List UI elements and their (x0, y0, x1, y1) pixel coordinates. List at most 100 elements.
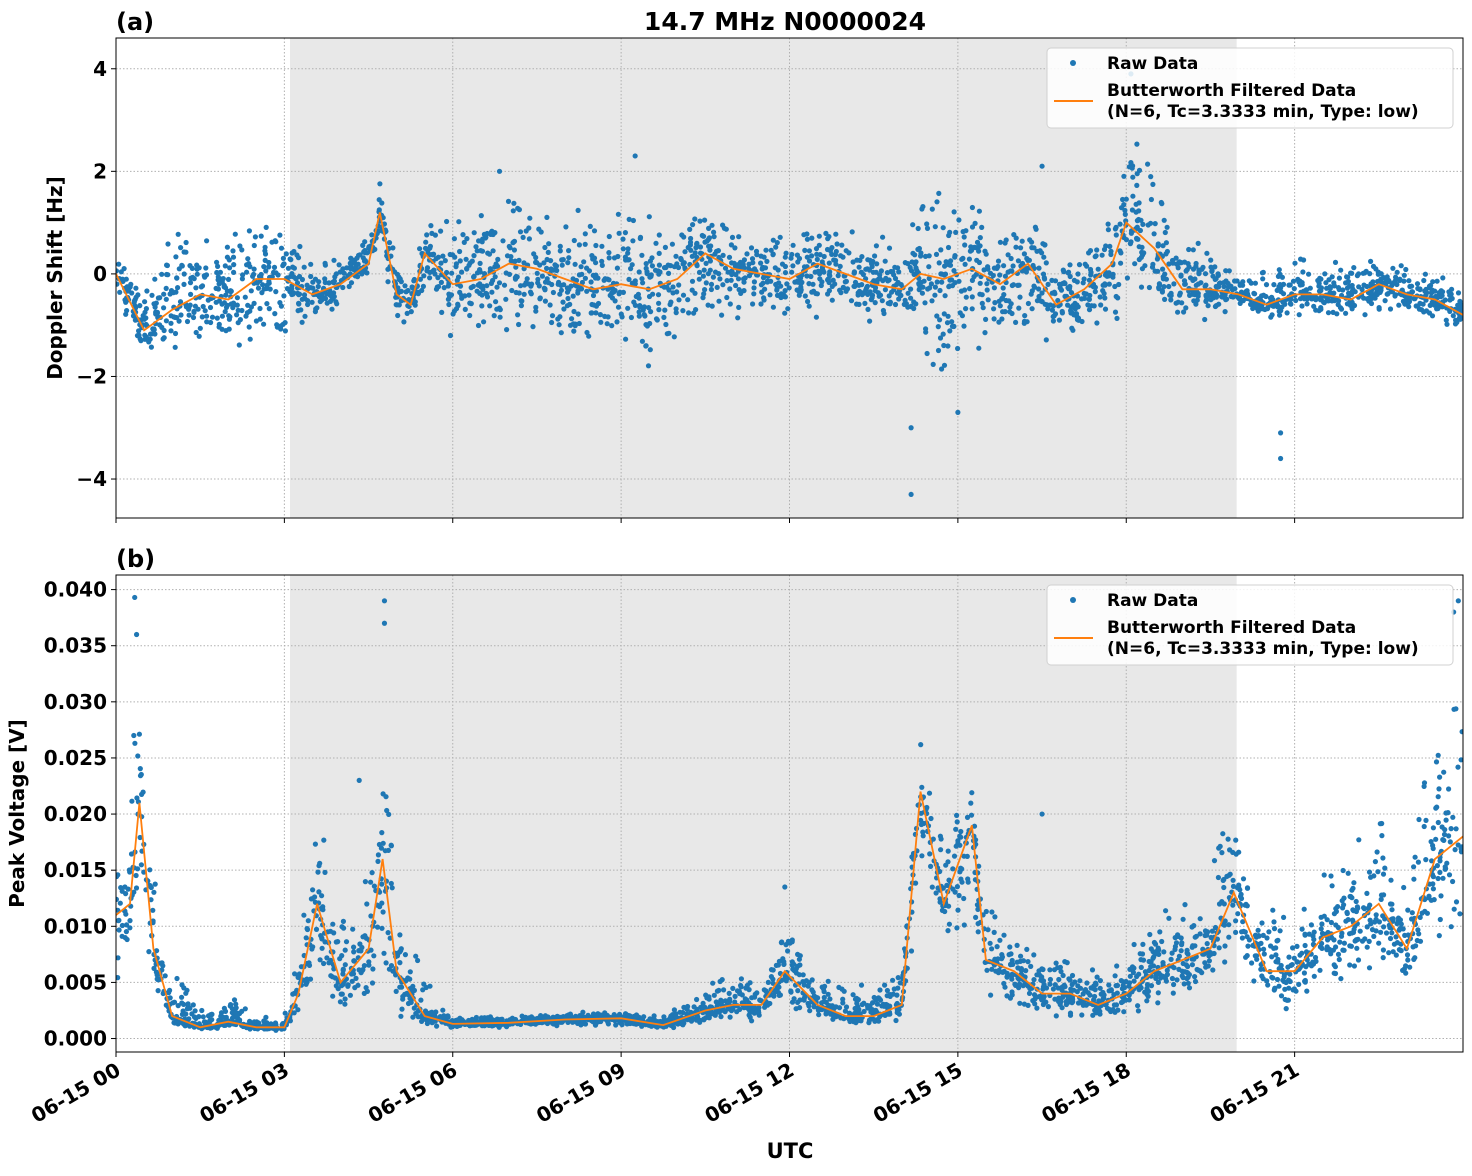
raw-point (368, 880, 373, 885)
raw-point (161, 305, 166, 310)
raw-point (1094, 247, 1099, 252)
raw-point (874, 243, 879, 248)
raw-point (1351, 265, 1356, 270)
raw-point (308, 262, 313, 267)
raw-point (413, 1011, 418, 1016)
raw-point (379, 200, 384, 205)
raw-point (629, 315, 634, 320)
raw-point (713, 270, 718, 275)
raw-point (142, 333, 147, 338)
legend-filtered-params: (N=6, Tc=3.3333 min, Type: low) (1107, 102, 1419, 122)
raw-point (745, 983, 750, 988)
raw-point (909, 948, 914, 953)
raw-point (545, 276, 550, 281)
raw-point (1192, 974, 1197, 979)
raw-point (783, 288, 788, 293)
raw-point (301, 913, 306, 918)
raw-point (294, 276, 299, 281)
raw-point (515, 274, 520, 279)
raw-point (278, 326, 283, 331)
raw-point (950, 887, 955, 892)
raw-point (173, 331, 178, 336)
raw-point (1051, 318, 1056, 323)
raw-point (1059, 288, 1064, 293)
y-axis-label: Doppler Shift [Hz] (43, 176, 67, 380)
raw-point (988, 941, 993, 946)
raw-point (935, 279, 940, 284)
raw-point (934, 252, 939, 257)
raw-point (1043, 302, 1048, 307)
raw-point (579, 272, 584, 277)
raw-point (556, 282, 561, 287)
raw-point (598, 312, 603, 317)
raw-point (1302, 296, 1307, 301)
raw-point (780, 956, 785, 961)
raw-point (782, 311, 787, 316)
raw-point (824, 1010, 829, 1015)
y-tick-label: −4 (76, 467, 107, 491)
raw-point (508, 254, 513, 259)
raw-point (398, 1014, 403, 1019)
raw-point (337, 262, 342, 267)
raw-point (1110, 1007, 1115, 1012)
raw-point (1032, 1001, 1037, 1006)
raw-point (269, 240, 274, 245)
raw-point (153, 882, 158, 887)
raw-point (313, 277, 318, 282)
raw-point (304, 977, 309, 982)
raw-point (864, 286, 869, 291)
raw-point (134, 795, 139, 800)
raw-point (718, 979, 723, 984)
raw-point (190, 275, 195, 280)
raw-point (135, 866, 140, 871)
raw-point (356, 253, 361, 258)
raw-point (783, 255, 788, 260)
raw-point (340, 992, 345, 997)
raw-point (880, 235, 885, 240)
chart-title: 14.7 MHz N0000024 (644, 7, 926, 36)
raw-point (883, 259, 888, 264)
raw-point (165, 241, 170, 246)
raw-point (494, 285, 499, 290)
raw-point (328, 290, 333, 295)
raw-point (719, 313, 724, 318)
raw-point (356, 262, 361, 267)
raw-point (194, 263, 199, 268)
raw-point (296, 292, 301, 297)
raw-point (833, 232, 838, 237)
raw-point (647, 275, 652, 280)
raw-point (135, 333, 140, 338)
raw-point (132, 300, 137, 305)
raw-point (970, 224, 975, 229)
raw-point (384, 960, 389, 965)
raw-point (711, 275, 716, 280)
raw-point (281, 256, 286, 261)
raw-point (625, 306, 630, 311)
raw-point (1040, 967, 1045, 972)
raw-point (191, 310, 196, 315)
raw-point (992, 300, 997, 305)
raw-point (164, 263, 169, 268)
raw-point (959, 880, 964, 885)
raw-point (1385, 292, 1390, 297)
raw-point (957, 834, 962, 839)
raw-point (1409, 284, 1414, 289)
raw-point (1130, 194, 1135, 199)
raw-point (203, 265, 208, 270)
raw-point (867, 1006, 872, 1011)
raw-point (1245, 944, 1250, 949)
raw-point (456, 219, 461, 224)
raw-point (1093, 289, 1098, 294)
raw-point (554, 1014, 559, 1019)
raw-point (1204, 251, 1209, 256)
raw-point (688, 240, 693, 245)
raw-point (183, 1011, 188, 1016)
raw-point (1223, 297, 1228, 302)
raw-point (357, 967, 362, 972)
raw-point (397, 985, 402, 990)
raw-point (1361, 271, 1366, 276)
raw-point (1061, 268, 1066, 273)
raw-point (1298, 282, 1303, 287)
raw-point (186, 1001, 191, 1006)
raw-point (785, 948, 790, 953)
